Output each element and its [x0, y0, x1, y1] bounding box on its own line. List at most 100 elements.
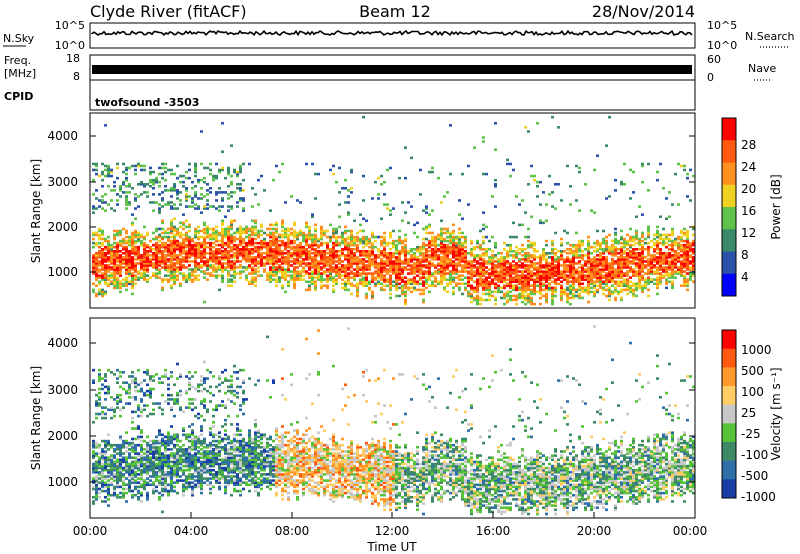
power-cell — [188, 260, 191, 263]
power-cell — [221, 266, 224, 269]
power-cell — [311, 237, 314, 241]
power-cell — [515, 272, 518, 275]
power-cell — [200, 178, 203, 182]
power-cell — [254, 233, 257, 237]
power-cell — [527, 130, 530, 133]
power-cell — [458, 241, 461, 245]
power-cell — [518, 286, 521, 290]
power-cell — [458, 199, 461, 202]
power-cell — [383, 250, 386, 253]
power-cell — [614, 270, 617, 273]
power-cell — [569, 203, 572, 206]
power-cell — [236, 172, 239, 176]
power-cell — [551, 191, 554, 194]
power-cell — [620, 290, 623, 294]
power-cell — [491, 290, 494, 294]
power-cell — [410, 156, 413, 160]
power-cell — [137, 205, 140, 208]
power-cell — [509, 278, 512, 281]
power-cell — [551, 294, 554, 298]
velocity-cell — [101, 483, 104, 487]
power-cell — [158, 270, 161, 273]
power-cell — [656, 225, 659, 229]
power-cell — [356, 258, 359, 261]
velocity-cell — [92, 446, 95, 449]
power-cell — [116, 248, 119, 251]
power-cell — [491, 250, 494, 253]
power-cell — [656, 248, 659, 251]
power-cell — [320, 266, 323, 269]
power-cell — [599, 241, 602, 245]
power-cell — [494, 298, 497, 302]
power-cell — [338, 260, 341, 263]
power-cell — [260, 243, 263, 247]
power-cell — [557, 258, 560, 261]
power-cell — [278, 268, 281, 271]
power-cell — [308, 280, 311, 284]
power-cell — [284, 272, 287, 275]
power-cell — [344, 229, 347, 233]
power-cell — [608, 266, 611, 269]
velocity-cell — [98, 391, 101, 395]
power-cell — [458, 276, 461, 279]
power-cell — [467, 278, 470, 281]
velocity-cell — [98, 462, 101, 466]
power-cell — [326, 280, 329, 284]
power-cell — [227, 266, 230, 269]
power-cell — [107, 185, 110, 188]
power-cell — [191, 278, 194, 281]
power-cell — [635, 272, 638, 275]
power-cell — [602, 282, 605, 286]
power-cell — [542, 258, 545, 261]
power-cell — [635, 241, 638, 245]
power-cell — [629, 262, 632, 265]
power-cell — [470, 268, 473, 271]
power-cell — [272, 272, 275, 275]
power-cell — [512, 260, 515, 263]
power-cell — [386, 241, 389, 245]
power-cell — [245, 231, 248, 235]
power-cell — [632, 282, 635, 286]
power-cell — [125, 250, 128, 253]
power-cell — [533, 256, 536, 259]
power-cell — [533, 272, 536, 275]
power-cell — [392, 229, 395, 233]
power-cell — [608, 115, 611, 119]
power-cell — [155, 176, 158, 180]
power-cell — [605, 266, 608, 269]
power-cell — [212, 237, 215, 241]
power-cell — [461, 270, 464, 273]
power-cell — [146, 278, 149, 281]
power-cbar-tick-4: 4 — [741, 270, 749, 284]
power-cell — [122, 252, 125, 255]
power-cell — [185, 256, 188, 259]
power-cell — [584, 254, 587, 257]
power-cell — [647, 241, 650, 245]
power-cell — [359, 272, 362, 275]
power-cell — [380, 217, 383, 221]
power-cell — [308, 252, 311, 255]
power-cell — [395, 266, 398, 269]
power-cell — [578, 243, 581, 247]
power-cell — [269, 243, 272, 247]
power-cell — [107, 284, 110, 288]
power-cell — [314, 268, 317, 271]
power-cell — [416, 270, 419, 273]
power-cell — [524, 235, 527, 239]
power-cell — [386, 272, 389, 275]
power-cell — [314, 284, 317, 288]
power-cell — [395, 272, 398, 275]
power-cell — [293, 229, 296, 233]
power-cell — [524, 286, 527, 290]
power-cell — [140, 274, 143, 277]
power-cell — [536, 185, 539, 188]
velocity-cell — [104, 496, 107, 499]
power-cell — [500, 272, 503, 275]
power-cell — [209, 162, 212, 166]
power-cell — [362, 270, 365, 273]
power-cell — [551, 248, 554, 251]
power-cell — [194, 195, 197, 198]
power-cell — [107, 166, 110, 170]
power-cell — [290, 252, 293, 255]
power-cell — [344, 201, 347, 204]
